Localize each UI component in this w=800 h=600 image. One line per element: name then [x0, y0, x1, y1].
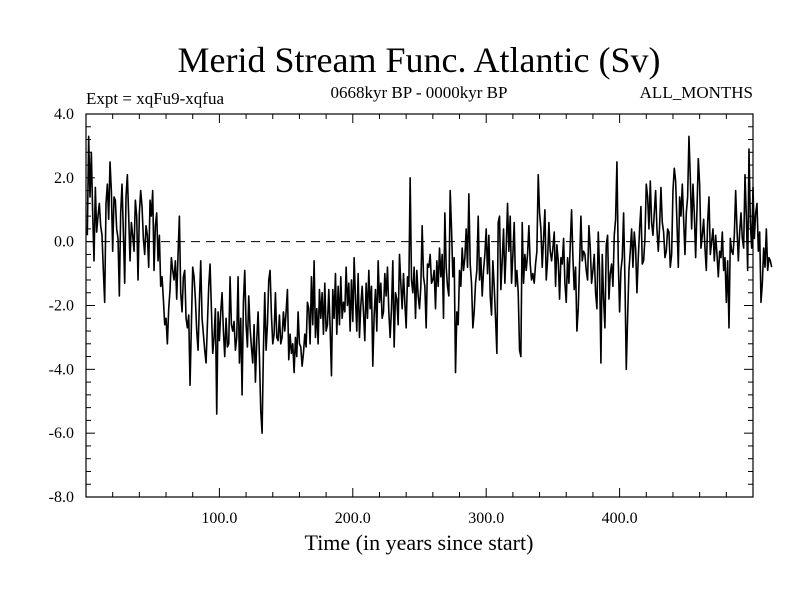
data-series-line	[86, 135, 773, 434]
plot-area: 100.0 200.0 300.0 400.0 4.0 2.0 0.0 -2.0 -4.0 -6.…	[49, 106, 773, 527]
x-tick-label: 400.0	[602, 510, 638, 527]
y-tick-label: 4.0	[54, 106, 74, 123]
y-tick-label: -2.0	[49, 298, 74, 315]
y-tick-label: -8.0	[49, 489, 74, 506]
months-label: ALL_MONTHS	[640, 83, 753, 102]
x-tick-label: 100.0	[201, 510, 237, 527]
y-tick-label: -4.0	[49, 361, 74, 378]
y-tick-label: 2.0	[54, 170, 74, 187]
experiment-label: Expt = xqFu9-xqfua	[86, 89, 224, 108]
y-tick-label: 0.0	[54, 234, 74, 251]
y-tick-label: -6.0	[49, 425, 74, 442]
time-range-label: 0668kyr BP - 0000kyr BP	[331, 83, 508, 102]
x-tick-label: 200.0	[335, 510, 371, 527]
chart-title: Merid Stream Func. Atlantic (Sv)	[178, 40, 661, 80]
x-tick-label: 300.0	[468, 510, 504, 527]
x-axis-label: Time (in years since start)	[305, 530, 534, 555]
